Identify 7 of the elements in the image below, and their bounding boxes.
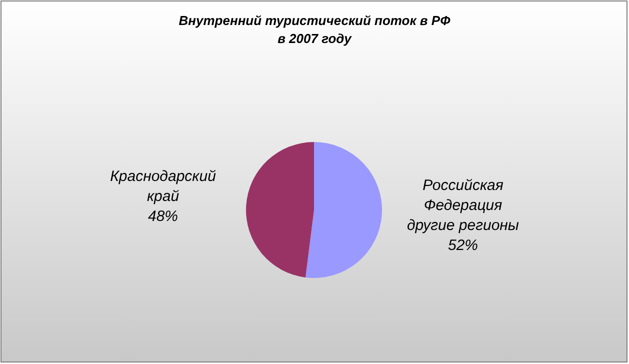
pie-slice	[246, 142, 314, 278]
data-label: 48%	[148, 208, 178, 225]
slice-label: Краснодарский край	[110, 168, 217, 205]
chart-title: Внутренний туристический поток в РФ в 2007 году	[178, 13, 452, 46]
pie-slice	[305, 142, 382, 278]
slice-label: Российская Федерация другие регионы	[407, 177, 519, 234]
data-label: 52%	[448, 237, 478, 254]
